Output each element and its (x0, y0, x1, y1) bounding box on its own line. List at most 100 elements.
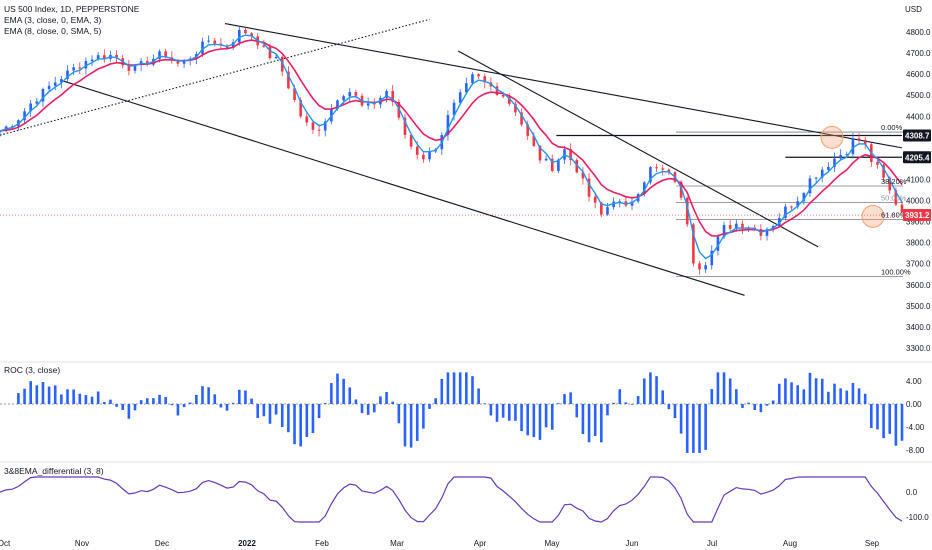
candle-body (477, 74, 480, 77)
roc-bar (526, 404, 530, 436)
fibonacci-labels: 0.00% 38.20% 50.00% 61.80% 100.00% (881, 123, 911, 276)
roc-bar (250, 398, 253, 404)
rising-dotted-trendline[interactable] (0, 18, 430, 136)
upper-descending-trendline[interactable] (224, 23, 903, 149)
candle-body (704, 265, 707, 270)
candle-body (630, 201, 634, 206)
candle-body (201, 41, 204, 55)
roc-bar (409, 404, 413, 448)
candle-body (679, 181, 683, 198)
roc-bar (569, 392, 572, 404)
candle-body (507, 96, 511, 104)
candle-body (207, 40, 210, 42)
roc-bar (354, 399, 358, 404)
candle-body (520, 112, 523, 125)
candle-body (587, 178, 591, 197)
candle-body (311, 122, 315, 130)
candle-body (84, 61, 88, 69)
differential-series (0, 476, 903, 523)
roc-bar (53, 385, 57, 404)
roc-bar (29, 381, 32, 404)
roc-bar (379, 396, 382, 404)
candle-body (323, 121, 327, 131)
roc-bar (317, 404, 321, 419)
roc-bar (820, 378, 824, 404)
roc-bar (115, 404, 118, 407)
candle-body (863, 139, 867, 145)
roc-bar (256, 404, 260, 418)
roc-bar (84, 395, 88, 404)
ema-slow-line (0, 39, 903, 237)
candle-body (127, 65, 131, 71)
fib-level-label: 50.00% (881, 194, 907, 203)
candle-body (722, 225, 726, 237)
price-box-label: 3931.2 (905, 211, 930, 220)
time-axis[interactable]: Oct Nov Dec 2022 Feb Mar Apr May Jun Jul Aug Sep (0, 539, 880, 548)
roc-bar (330, 383, 333, 404)
time-tick-label: Dec (155, 539, 169, 548)
candle-body (103, 55, 106, 59)
roc-bar (176, 404, 180, 416)
price-tick-label: 3800.0 (906, 239, 931, 248)
time-tick-label: 2022 (238, 539, 256, 548)
price-tick-label: 4000.0 (906, 197, 931, 206)
roc-bar (765, 404, 769, 406)
roc-bar (262, 404, 266, 417)
roc-bar (777, 383, 781, 404)
differential-legend[interactable]: 3&8EMA_differential (3, 8) (4, 466, 104, 476)
roc-bar (121, 404, 125, 410)
fib-level-label: 61.80% (881, 210, 907, 219)
candle-body (115, 54, 118, 59)
roc-bar (213, 394, 217, 404)
roc-bar (630, 403, 634, 405)
roc-bar (557, 403, 560, 404)
candle-body (268, 46, 272, 59)
candle-body (741, 223, 744, 229)
roc-bar (78, 393, 82, 404)
time-tick-label: Feb (315, 539, 329, 548)
lower-descending-trendline[interactable] (61, 79, 745, 296)
mid-descending-trendline[interactable] (457, 50, 819, 248)
price-box (903, 209, 931, 222)
roc-bar (238, 389, 241, 404)
candle-body (176, 60, 180, 64)
candle-body (642, 182, 646, 195)
roc-bar (231, 402, 235, 404)
roc-bar (103, 401, 106, 404)
candle-body (90, 59, 94, 62)
roc-tick-label: 0.00 (906, 400, 922, 409)
candle-body (802, 193, 806, 202)
roc-bar (520, 404, 523, 432)
roc-bar (458, 372, 462, 404)
time-tick-label: Aug (783, 539, 797, 548)
price-labels: 4308.7 4205.4 3931.2 (0, 129, 931, 222)
roc-bar (207, 387, 210, 404)
candle-body (900, 204, 904, 213)
candle-body (446, 115, 450, 136)
fibonacci-retracement[interactable] (676, 131, 903, 277)
roc-bar (372, 404, 376, 413)
candle-body (422, 154, 425, 160)
roc-bar (704, 404, 707, 450)
roc-legend[interactable]: ROC (3, close) (4, 365, 60, 375)
roc-bar (280, 404, 284, 427)
candle-body (710, 250, 714, 266)
time-tick-label: Mar (390, 539, 404, 548)
roc-bar (188, 402, 192, 404)
candle-body (47, 85, 51, 90)
ema-fast-legend[interactable]: EMA (3, close, 0, EMA, 3) (4, 15, 101, 25)
candle-body (415, 146, 419, 155)
ema-slow-legend[interactable]: EMA (8, close, 0, SMA, 5) (4, 26, 101, 36)
price-tick-label: 3900.0 (906, 218, 931, 227)
roc-bar (41, 382, 45, 404)
candle-body (96, 55, 100, 60)
candle-body (667, 169, 671, 173)
trendlines[interactable] (0, 18, 903, 296)
roc-bar (698, 404, 701, 453)
candle-body (133, 65, 137, 71)
price-axis[interactable]: 4800.04700.04600.04500.04400.04300.04200… (906, 28, 931, 353)
candle-body (538, 145, 542, 161)
candle-body (23, 111, 26, 121)
candle-body (452, 102, 456, 116)
